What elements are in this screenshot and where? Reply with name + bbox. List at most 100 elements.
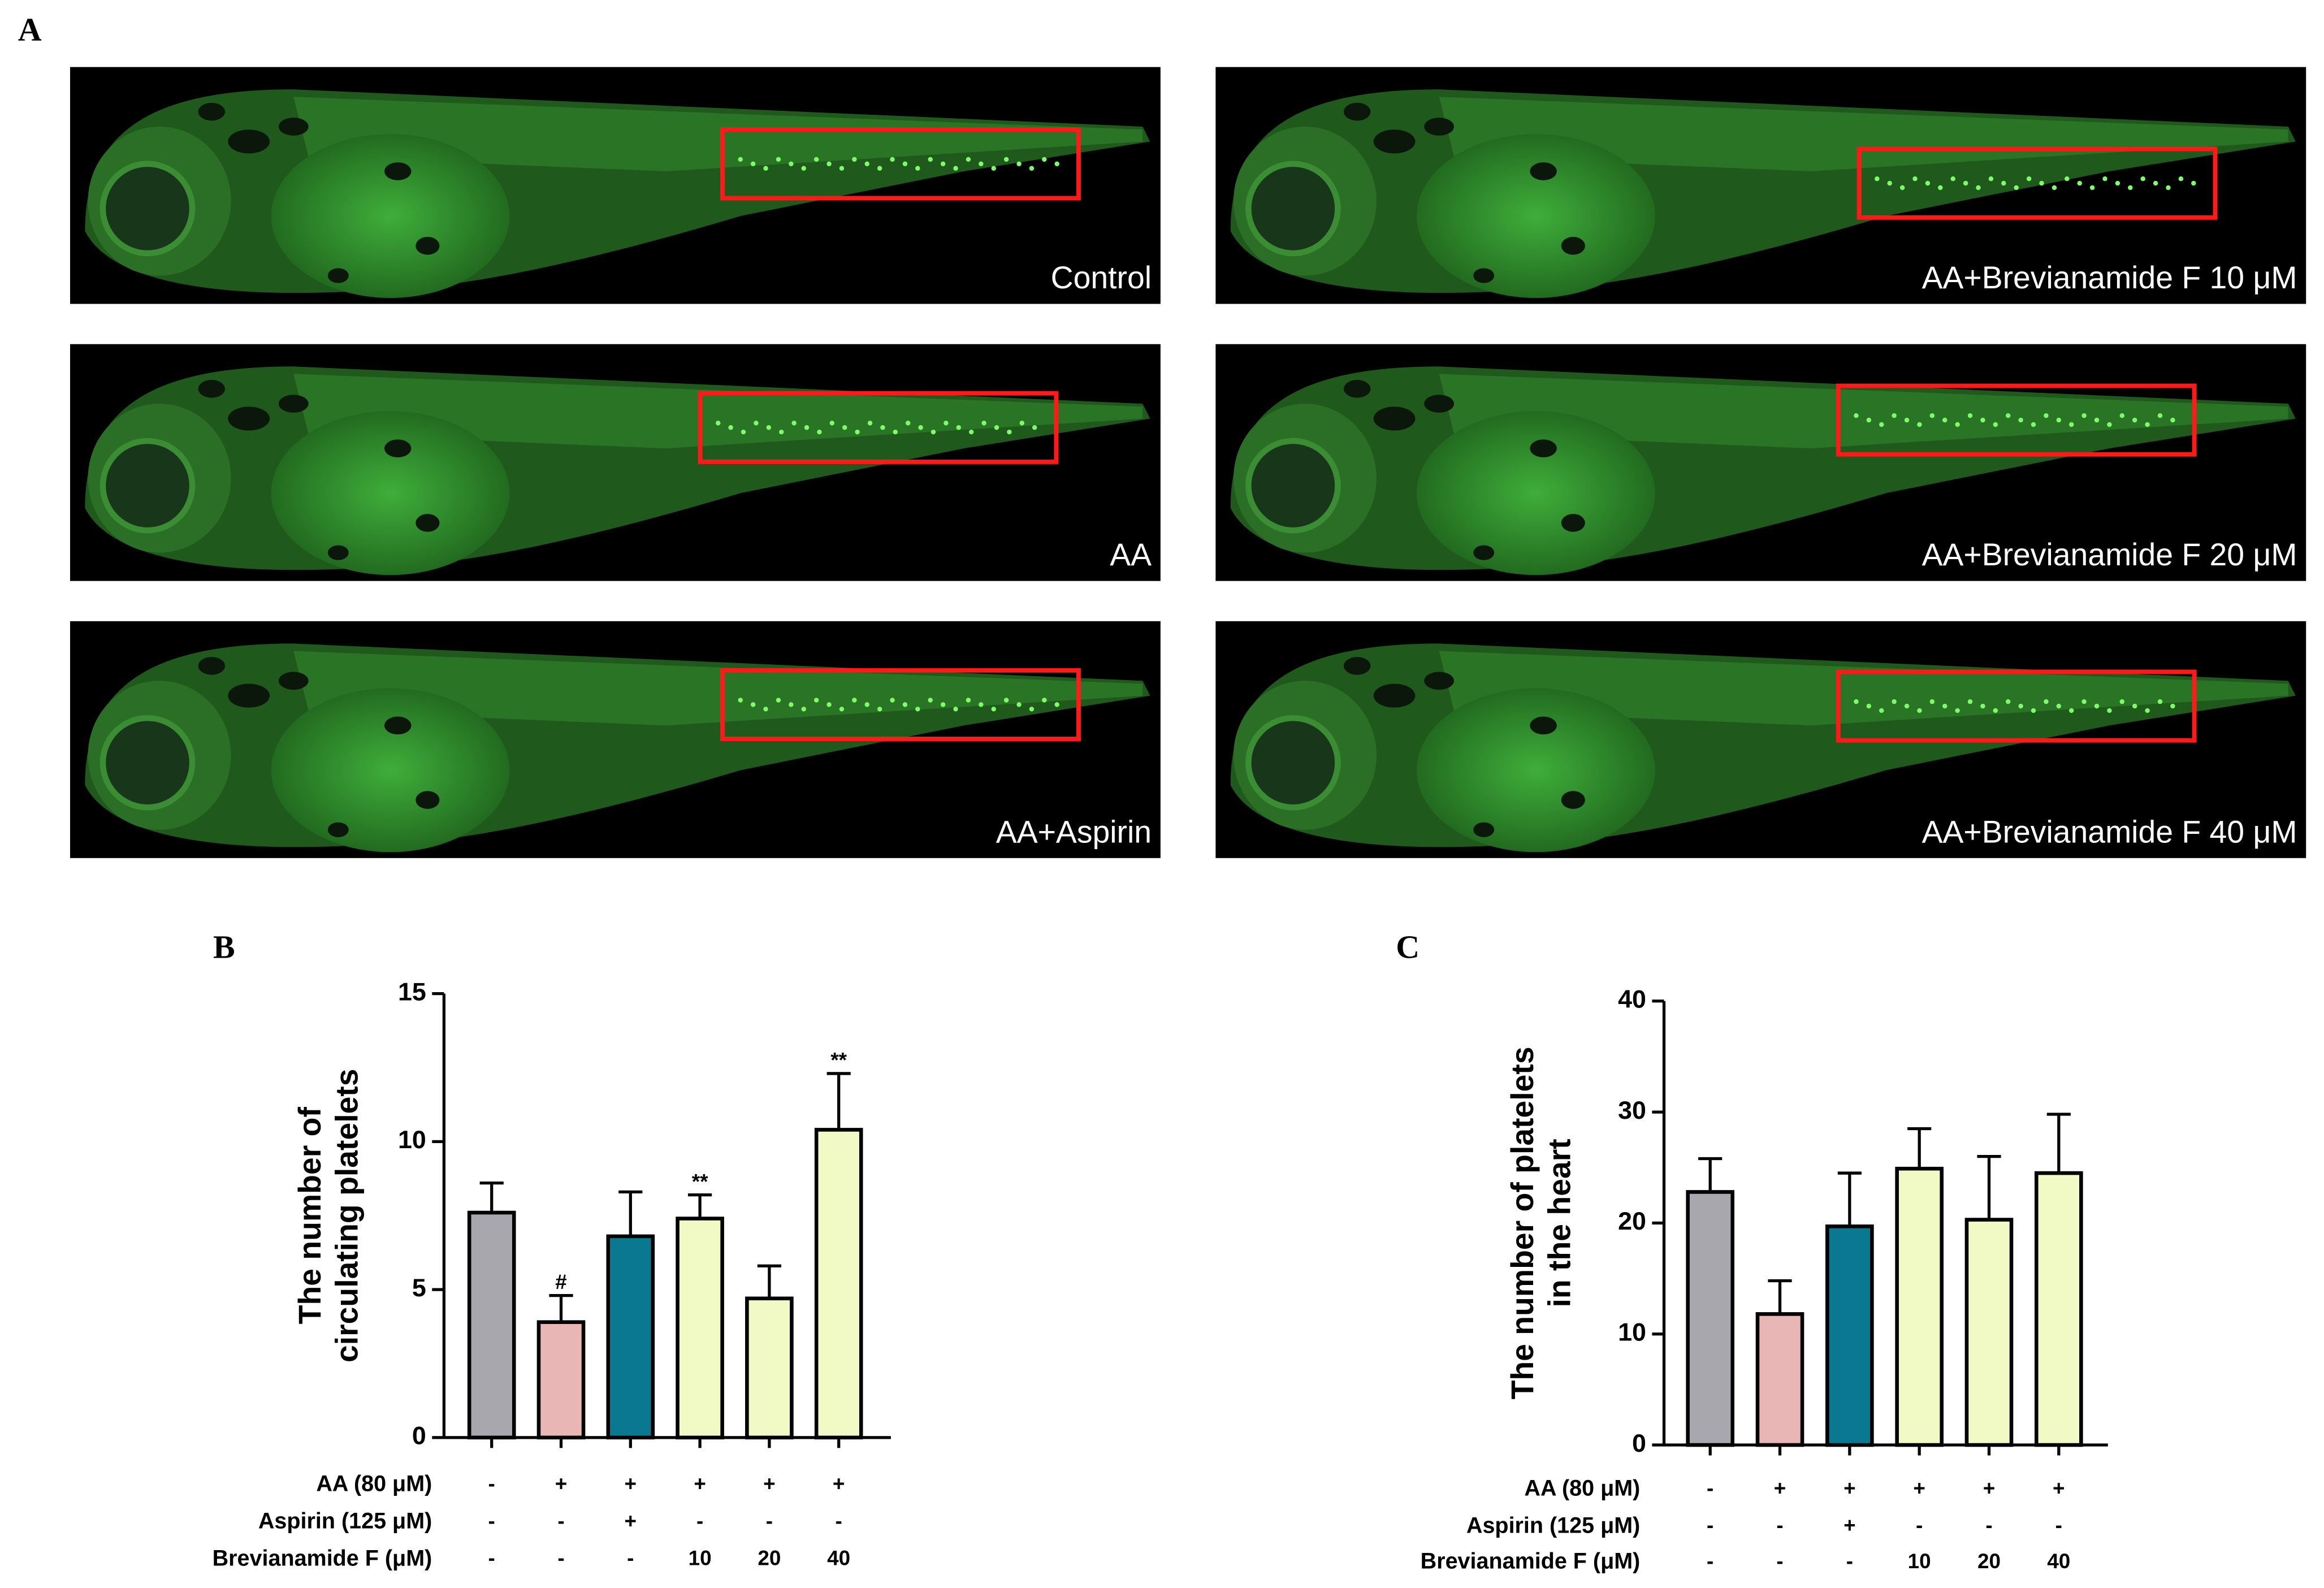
y-axis-title: The number of platelets in the heart	[1505, 1046, 1577, 1399]
platelet	[944, 421, 949, 426]
platelet	[2077, 180, 2082, 186]
y-tick-label: 5	[412, 1274, 426, 1302]
bar	[536, 1320, 586, 1440]
platelet	[1029, 707, 1035, 712]
platelet	[2001, 180, 2006, 186]
significance-mark: **	[692, 1170, 708, 1193]
platelet	[789, 161, 794, 167]
platelet	[1029, 166, 1035, 171]
treatment-cell: -	[488, 1509, 495, 1533]
platelet	[877, 166, 882, 171]
platelet	[2056, 703, 2062, 709]
platelet	[994, 425, 999, 430]
platelet	[1042, 698, 1047, 703]
treatment-label: Aspirin (125 μM)	[1466, 1513, 1640, 1538]
platelet	[2107, 708, 2112, 713]
treatment-cell: -	[836, 1509, 842, 1533]
platelet	[1866, 417, 1872, 423]
platelet	[1054, 161, 1059, 167]
platelet	[2132, 703, 2137, 709]
image-caption: AA+Brevianamide F 40 μM	[1922, 814, 2297, 849]
platelet	[1980, 417, 1985, 423]
platelet	[1003, 698, 1009, 703]
platelet	[2081, 699, 2087, 704]
platelet	[880, 425, 885, 430]
platelet	[813, 157, 819, 162]
treatment-label: Brevianamide F (μM)	[1421, 1549, 1641, 1574]
significance-mark: #	[555, 1270, 567, 1293]
highlight-box	[1836, 669, 2197, 743]
platelet	[801, 707, 806, 712]
platelet	[2026, 176, 2032, 181]
highlight-box	[720, 127, 1081, 201]
platelet	[1032, 425, 1037, 430]
platelet	[750, 702, 756, 707]
treatment-cell: +	[694, 1472, 706, 1495]
platelet	[867, 421, 873, 426]
platelet	[940, 161, 946, 167]
y-tick-label: 0	[1632, 1429, 1646, 1457]
y-tick-label: 10	[1618, 1318, 1646, 1347]
platelet	[2119, 699, 2125, 704]
platelet	[981, 421, 986, 426]
platelet	[2031, 422, 2036, 427]
platelet	[931, 429, 936, 435]
platelet	[763, 166, 768, 171]
bar	[676, 1217, 724, 1440]
platelet	[801, 166, 806, 171]
micrograph: AA+Aspirin	[70, 621, 1161, 858]
platelet	[1963, 180, 1968, 186]
highlight-box	[698, 391, 1059, 464]
platelet	[1016, 702, 1022, 707]
platelet	[791, 421, 797, 426]
platelet	[2128, 185, 2133, 191]
platelet	[1016, 161, 1022, 167]
platelet	[2056, 417, 2062, 423]
micrograph: AA	[70, 344, 1161, 581]
platelet	[2107, 422, 2112, 427]
treatment-cell: -	[557, 1509, 564, 1533]
platelet	[2069, 422, 2074, 427]
platelet	[2191, 180, 2196, 186]
platelet	[1854, 699, 1859, 704]
platelet	[776, 157, 781, 162]
platelet	[1879, 708, 1884, 713]
platelet	[968, 429, 974, 435]
platelet	[2166, 185, 2171, 191]
platelet	[2039, 180, 2044, 186]
treatment-cell: -	[696, 1509, 703, 1533]
platelet	[1007, 429, 1012, 435]
platelet	[779, 429, 784, 435]
platelet	[839, 707, 845, 712]
platelet	[1988, 176, 1994, 181]
y-axis-title-line: in the heart	[1542, 1139, 1577, 1307]
platelet	[1917, 422, 1922, 427]
platelet	[1912, 176, 1918, 181]
platelet	[966, 157, 971, 162]
platelet	[890, 698, 895, 703]
bar	[467, 1210, 516, 1440]
platelet	[766, 425, 772, 430]
bar	[1964, 1218, 2014, 1447]
highlight-box	[720, 668, 1081, 741]
y-tick-label: 15	[398, 977, 426, 1006]
platelet	[813, 698, 819, 703]
platelet	[953, 707, 958, 712]
platelet	[763, 707, 768, 712]
platelet	[826, 702, 832, 707]
platelet	[1993, 708, 1998, 713]
y-axis-title-line: The number of platelets	[1505, 1046, 1540, 1399]
treatment-label: AA (80 μM)	[1524, 1476, 1640, 1501]
platelet	[1929, 699, 1935, 704]
bar	[1895, 1166, 1944, 1447]
platelet	[738, 157, 743, 162]
platelet	[2031, 708, 2036, 713]
panel-label: A	[18, 11, 42, 47]
platelet	[991, 707, 996, 712]
platelet	[940, 702, 946, 707]
platelet	[2014, 185, 2019, 191]
platelet	[906, 421, 911, 426]
platelet	[1929, 413, 1935, 418]
platelet	[728, 425, 733, 430]
y-axis-title-line: The number of	[292, 1107, 327, 1325]
